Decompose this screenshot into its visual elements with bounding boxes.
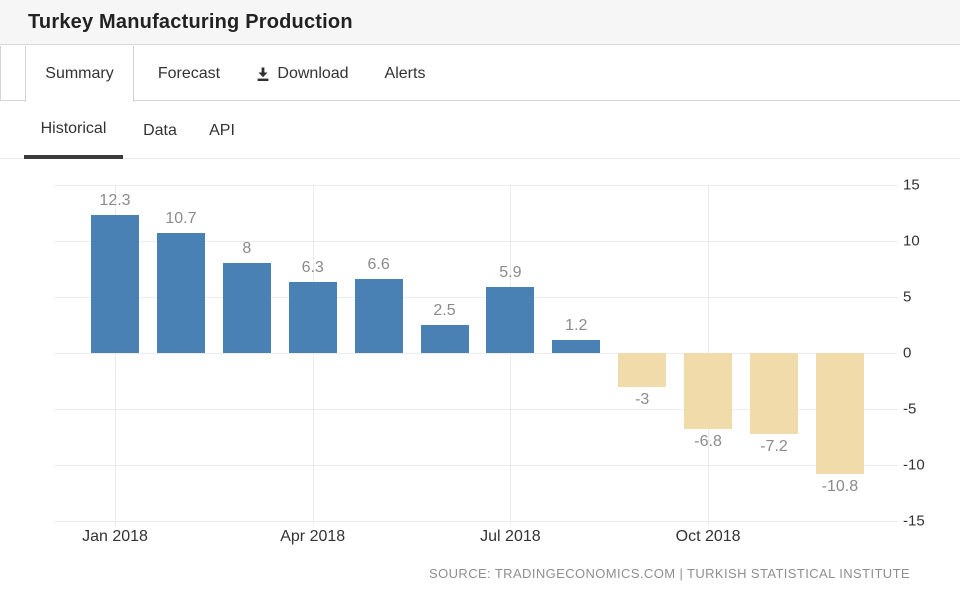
- subtab-api-label: API: [209, 121, 235, 139]
- tab-forecast-label: Forecast: [157, 64, 221, 82]
- page-title: Turkey Manufacturing Production: [28, 10, 353, 33]
- subtab-historical[interactable]: Historical: [24, 102, 123, 159]
- gridline-v: [312, 184, 314, 527]
- bar-value-label: -3: [635, 390, 650, 408]
- tab-download[interactable]: Download: [241, 46, 363, 101]
- bar-value-label: 12.3: [99, 191, 131, 209]
- x-axis-label: Apr 2018: [280, 528, 346, 545]
- x-axis-label: Oct 2018: [675, 528, 741, 545]
- x-axis-label: Jan 2018: [82, 528, 148, 545]
- subtab-data[interactable]: Data: [133, 102, 187, 159]
- tab-download-label: Download: [277, 64, 349, 82]
- bar-jul-2018[interactable]: [486, 286, 535, 353]
- gridline-h: [54, 296, 898, 298]
- bar-sep-2018[interactable]: [618, 353, 667, 387]
- bar-value-label: -7.2: [760, 437, 788, 455]
- bar-value-label: 6.3: [301, 259, 324, 277]
- y-axis-label: 10: [903, 232, 920, 250]
- gridline-h: [54, 521, 898, 523]
- download-icon: [255, 66, 271, 82]
- bar-feb-2018[interactable]: [156, 232, 205, 353]
- subtab-historical-label: Historical: [40, 119, 107, 137]
- bar-oct-2018[interactable]: [684, 353, 733, 430]
- y-axis-label: 0: [903, 344, 912, 362]
- sub-tabs: Historical Data API: [0, 102, 960, 159]
- gridline-v: [115, 184, 116, 527]
- tab-forecast[interactable]: Forecast: [141, 46, 237, 101]
- bar-apr-2018[interactable]: [288, 282, 337, 353]
- bar-jan-2018[interactable]: [91, 214, 139, 353]
- tab-alerts[interactable]: Alerts: [369, 46, 441, 101]
- y-axis-label: -5: [903, 400, 917, 418]
- bar-jun-2018[interactable]: [420, 324, 469, 353]
- bar-value-label: 6.6: [367, 255, 390, 273]
- bar-mar-2018[interactable]: [222, 263, 271, 353]
- y-axis-label: 5: [903, 288, 912, 306]
- gridline-h: [54, 353, 898, 354]
- tab-alerts-label: Alerts: [384, 64, 426, 82]
- y-axis-label: -15: [903, 512, 925, 530]
- source-attribution: SOURCE: TRADINGECONOMICS.COM | TURKISH S…: [429, 566, 910, 581]
- gridline-h: [54, 465, 898, 467]
- y-axis-label: 15: [903, 176, 920, 193]
- bar-value-label: -6.8: [694, 433, 722, 451]
- subtab-data-label: Data: [143, 121, 177, 139]
- bar-value-label: 1.2: [565, 316, 588, 334]
- bar-may-2018[interactable]: [354, 278, 403, 353]
- bar-value-label: 5.9: [499, 263, 522, 281]
- gridline-h: [54, 184, 898, 186]
- gridline-h: [54, 240, 898, 242]
- bar-chart: 15 10 5 0 -5 -10 -15 Jan 2018 Apr 2018 Jul 2018 Oc…: [0, 159, 960, 590]
- y-axis-label: -10: [903, 456, 925, 474]
- page-title-bar: Turkey Manufacturing Production: [0, 0, 960, 45]
- bar-dec-2018[interactable]: [815, 353, 864, 475]
- subtab-api[interactable]: API: [196, 102, 248, 159]
- main-tabs: Summary Forecast Download Alerts: [0, 46, 960, 102]
- gridline-h: [54, 409, 898, 411]
- bar-aug-2018[interactable]: [552, 339, 601, 353]
- tab-summary-label: Summary: [45, 65, 114, 82]
- gridline-v: [510, 184, 512, 527]
- bar-value-label: 10.7: [165, 209, 197, 227]
- x-axis-label: Jul 2018: [480, 528, 541, 545]
- bar-value-label: -10.8: [821, 478, 859, 496]
- bar-value-label: 2.5: [433, 301, 456, 319]
- tab-summary[interactable]: Summary: [25, 46, 134, 102]
- bar-nov-2018[interactable]: [750, 353, 798, 434]
- bar-value-label: 8: [242, 240, 252, 258]
